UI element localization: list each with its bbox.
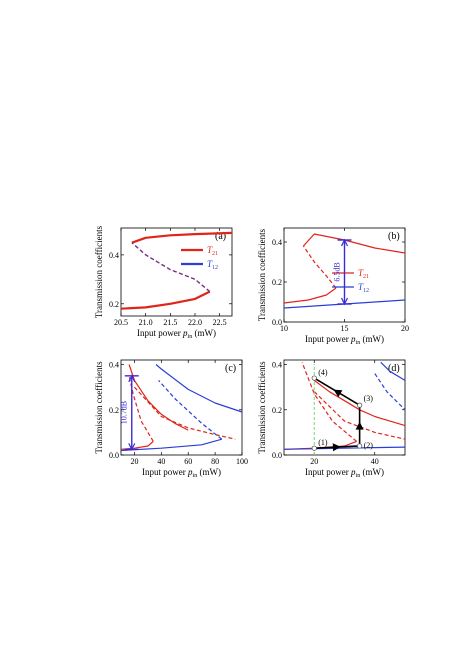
series-line-unstable-overlay xyxy=(131,242,211,292)
path-point-label: (2) xyxy=(364,441,374,450)
x-axis-label: Input power pin (mW) xyxy=(137,328,216,340)
arrowhead xyxy=(340,297,349,306)
panel-b: 10 15 20 0.0 0.2 0.4 Input power pin (mW) Trans… xyxy=(257,227,409,346)
panel-label: (c) xyxy=(225,363,236,374)
plot-frame xyxy=(120,227,233,317)
x-tick-label: 10 xyxy=(280,324,288,333)
x-tick-label: 80 xyxy=(211,457,219,466)
path-point-marker xyxy=(311,445,317,451)
panel-a: 20.5 21.0 21.5 22.0 22.5 0.2 0.4 Input power pi… xyxy=(94,225,233,340)
x-axis-label: Input power pin (mW) xyxy=(305,467,384,479)
x-tick-label: 60 xyxy=(184,457,192,466)
y-tick-label: 0.4 xyxy=(109,251,119,260)
series-line-unstable xyxy=(158,379,223,440)
path-point-label: (1) xyxy=(318,438,328,447)
y-tick-label: 0.2 xyxy=(272,406,282,415)
series-line-branch-dashed xyxy=(313,391,406,440)
series-line-unstable xyxy=(301,362,357,442)
path-arrowhead xyxy=(333,389,343,398)
panel-d: 20 40 0.0 0.2 0.4 Input power pin (mW) Transmi… xyxy=(257,359,406,479)
x-tick-label: 20 xyxy=(310,457,318,466)
series-line-stable-lower xyxy=(120,290,211,310)
series-line-unstable xyxy=(374,373,406,411)
path-point-label: (3) xyxy=(364,394,374,403)
arrowhead xyxy=(340,238,349,247)
y-axis-label: Transmission coefficients xyxy=(257,228,267,321)
y-tick-label: 0.4 xyxy=(272,361,282,370)
path-arrowhead xyxy=(332,443,341,452)
y-tick-label: 0.2 xyxy=(109,406,119,415)
x-tick-label: 21.0 xyxy=(139,318,153,327)
path-point-label: (4) xyxy=(318,368,328,377)
plot-frame xyxy=(283,359,406,456)
series-line-stable-lower xyxy=(120,440,154,450)
series-line-unstable xyxy=(302,245,337,289)
y-axis-label: Transmission coefficients xyxy=(94,225,104,318)
y-tick-label: 0.0 xyxy=(272,318,282,327)
y-axis-label: Transmission coefficients xyxy=(94,361,104,454)
series-line-stable-lower xyxy=(120,438,222,452)
x-tick-label: 15 xyxy=(341,324,349,333)
panel-label: (b) xyxy=(388,231,400,242)
series-line-stable-upper xyxy=(128,364,189,431)
arrowhead xyxy=(128,443,136,451)
path-arrowhead xyxy=(355,421,364,430)
x-axis-label: Input power pin (mW) xyxy=(305,334,384,346)
x-tick-label: 100 xyxy=(236,457,248,466)
path-point-marker xyxy=(357,402,363,408)
y-tick-label: 0.4 xyxy=(109,361,119,370)
legend-label: T12 xyxy=(207,259,218,271)
series-line-unstable xyxy=(128,375,154,442)
y-tick-label: 0.4 xyxy=(272,238,282,247)
x-tick-label: 40 xyxy=(371,457,379,466)
x-tick-label: 22.0 xyxy=(188,318,202,327)
arrowhead xyxy=(128,374,136,383)
x-tick-label: 20 xyxy=(401,324,409,333)
x-tick-label: 21.5 xyxy=(163,318,177,327)
x-tick-label: 20 xyxy=(130,457,138,466)
y-axis-label: Transmission coefficients xyxy=(257,361,267,454)
y-tick-label: 0.0 xyxy=(272,451,282,460)
path-point-marker xyxy=(311,375,317,381)
series-line-stable-lower xyxy=(283,287,337,304)
series-line-stable-lower xyxy=(283,446,406,450)
y-tick-label: 0.2 xyxy=(109,300,119,309)
annotation-label: 10.7dB xyxy=(120,401,129,424)
panel-c: 20 40 60 80 100 0.0 0.2 0.4 Input power pin (mW)… xyxy=(94,359,248,479)
plot-frame xyxy=(120,359,243,456)
x-tick-label: 20.5 xyxy=(114,318,128,327)
series-line-stable-upper xyxy=(380,361,406,381)
x-axis-label: Input power pin (mW) xyxy=(142,467,221,479)
panel-label: (a) xyxy=(215,231,226,242)
y-tick-label: 0.2 xyxy=(272,278,282,287)
series-line-stable-upper xyxy=(155,364,243,413)
y-tick-label: 0.0 xyxy=(109,451,119,460)
series-line-branch-dashed xyxy=(133,386,236,440)
x-tick-label: 22.5 xyxy=(213,318,227,327)
path-point-marker xyxy=(357,443,363,449)
series-line-stable-upper xyxy=(131,231,233,244)
annotation-label: 6.5dB xyxy=(333,262,342,281)
panel-label: (d) xyxy=(388,363,400,374)
legend-label: T21 xyxy=(358,268,369,280)
legend-label: T12 xyxy=(358,282,369,294)
x-tick-label: 40 xyxy=(157,457,165,466)
legend-label: T21 xyxy=(207,245,218,257)
